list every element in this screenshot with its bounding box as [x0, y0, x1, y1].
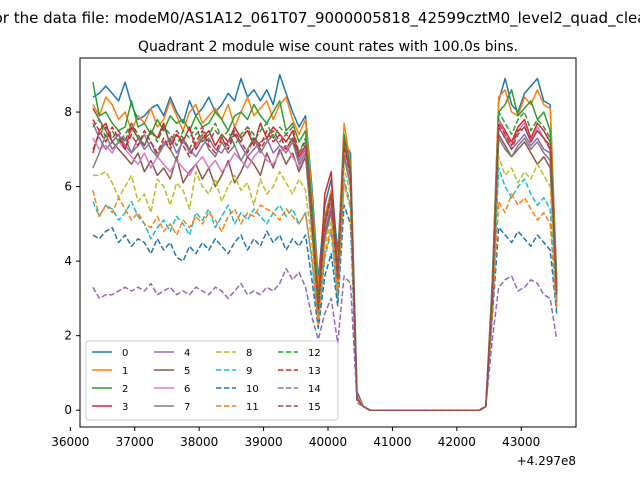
legend-label: 0 [122, 348, 128, 359]
legend-label: 11 [246, 402, 259, 413]
series-layer [92, 74, 558, 411]
x-tick-label: 40000 [309, 435, 347, 449]
y-tick-label: 8 [64, 105, 72, 119]
y-tick-label: 0 [64, 403, 72, 417]
legend-label: 2 [122, 384, 128, 395]
y-tick-label: 6 [64, 180, 72, 194]
legend-label: 3 [122, 402, 128, 413]
series-8-line [92, 156, 558, 411]
legend-frame [85, 340, 339, 421]
series-15-line [92, 122, 558, 411]
series-12-line [92, 111, 558, 411]
y-axis: 0 2 4 6 8 [64, 105, 80, 417]
series-14-line [92, 267, 558, 411]
x-tick-label: 39000 [244, 435, 282, 449]
legend-label: 15 [308, 402, 321, 413]
y-tick-label: 4 [64, 254, 72, 268]
legend-label: 13 [308, 366, 321, 377]
legend-label: 4 [184, 348, 190, 359]
x-tick-label: 38000 [180, 435, 218, 449]
legend-label: 5 [184, 366, 190, 377]
x-tick-label: 37000 [116, 435, 154, 449]
y-tick-label: 2 [64, 329, 72, 343]
x-tick-label: 36000 [51, 435, 89, 449]
figure-suptitle: Plot for the data file: modeM0/AS1A12_06… [0, 9, 640, 28]
legend-label: 9 [246, 366, 252, 377]
x-axis-offset-label: +4.297e8 [517, 454, 576, 468]
x-tick-label: 41000 [373, 435, 411, 449]
legend-label: 7 [184, 402, 190, 413]
legend-label: 6 [184, 384, 190, 395]
chart-title: Quadrant 2 module wise count rates with … [138, 39, 518, 55]
x-axis: 36000 37000 38000 39000 40000 41000 42000 43000 [51, 427, 540, 449]
legend-label: 1 [122, 366, 128, 377]
x-tick-label: 43000 [502, 435, 540, 449]
legend-label: 10 [246, 384, 259, 395]
legend-label: 8 [246, 348, 252, 359]
legend-label: 12 [308, 348, 321, 359]
x-tick-label: 42000 [438, 435, 476, 449]
legend-label: 14 [308, 384, 321, 395]
